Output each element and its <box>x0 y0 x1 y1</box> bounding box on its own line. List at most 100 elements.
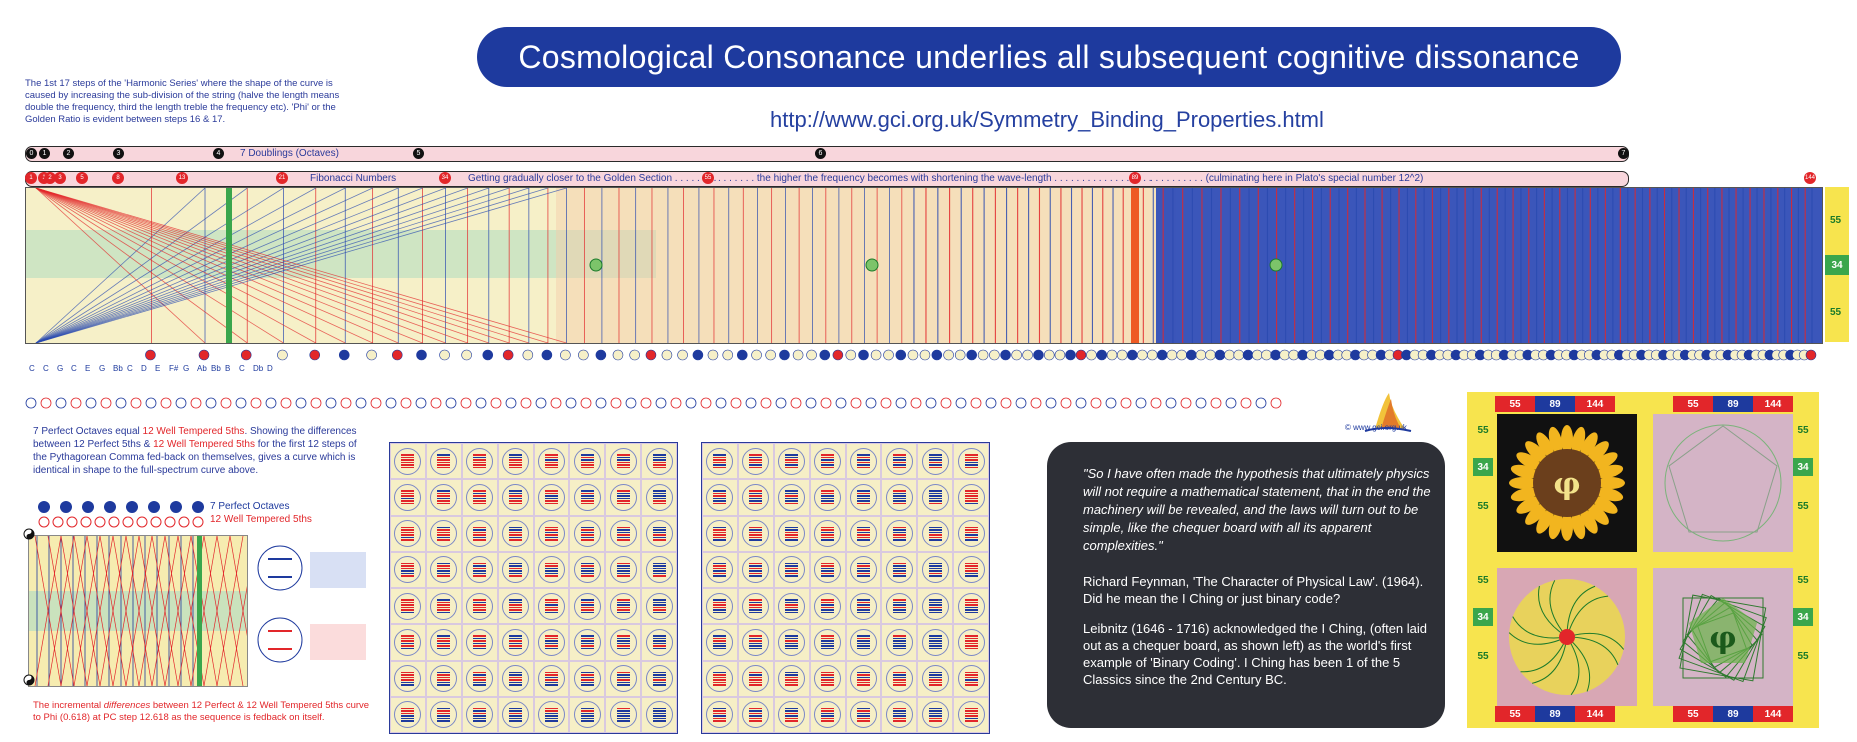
hexagram-icon <box>742 556 770 584</box>
hexagram-line <box>652 715 666 717</box>
comma-circle <box>1060 397 1072 409</box>
hexagram-line <box>749 599 763 601</box>
hexagram-line <box>473 567 487 570</box>
hexagram-line <box>437 495 451 497</box>
hexagram-line <box>856 531 870 534</box>
hexagram-line <box>964 712 978 715</box>
harmonic-curve <box>35 188 373 343</box>
note-label: Db <box>253 364 264 373</box>
hexagram-line <box>544 609 558 611</box>
frequency-label: . . . . . . . the higher the frequency b… <box>718 173 1152 184</box>
hexagram-line <box>509 637 523 640</box>
hexagram-line <box>616 642 630 645</box>
hexagram-line <box>964 495 978 497</box>
hexagram-line <box>749 459 763 461</box>
hexagram-line <box>856 536 870 539</box>
hexagram-line <box>821 531 835 534</box>
harmonic-spectrum-svg <box>26 188 1822 343</box>
hexagram-line <box>473 707 487 710</box>
hexagram-icon <box>706 628 734 656</box>
hexagram-cell <box>425 443 462 480</box>
pyth-text-4: 12 Well Tempered 5ths <box>153 439 255 450</box>
hexagram-line <box>785 454 799 456</box>
pythagorean-comma-chart <box>28 535 248 687</box>
mini-legend-fifths: 12 Well Tempered 5ths <box>210 514 312 525</box>
hexagram-line <box>580 720 594 722</box>
hexagram-line <box>437 674 451 676</box>
hexagram-icon <box>573 592 601 620</box>
hexagram-line <box>821 565 835 567</box>
hexagram-icon <box>502 447 530 475</box>
comma-circle <box>850 397 862 409</box>
hexagram-icon <box>609 556 637 584</box>
pyth-text-3: . Showing the differences between 12 Per… <box>33 426 357 450</box>
mini-fifth-marker <box>122 516 134 528</box>
hexagram-icon <box>957 556 985 584</box>
hexagram-line <box>401 572 415 575</box>
hexagram-line <box>821 707 835 710</box>
hexagram-line <box>401 567 415 570</box>
hexagram-cell <box>809 443 846 480</box>
hexagram-line <box>713 459 727 461</box>
mini-diagonal <box>203 536 231 686</box>
hexagram-line <box>580 456 594 459</box>
hexagram-line <box>749 456 763 459</box>
hexagram-line <box>928 601 942 604</box>
hexagram-line <box>652 635 666 637</box>
hexagram-line <box>473 599 487 601</box>
hexagram-line <box>713 640 727 642</box>
hexagram-cell <box>569 696 606 733</box>
mandala-side-number: 55 <box>1797 574 1809 586</box>
hexagram-line <box>473 497 487 500</box>
hexagram-line <box>509 671 523 674</box>
hexagram-line <box>401 712 415 715</box>
step-circle <box>722 349 734 361</box>
comma-circle <box>910 397 922 409</box>
hexagram-cell <box>390 660 426 697</box>
comma-circle <box>520 397 532 409</box>
hexagram-line <box>964 645 978 647</box>
hexagram-icon <box>849 483 877 511</box>
hexagram-line <box>509 454 523 456</box>
hexagram-line <box>437 529 451 531</box>
hexagram-line <box>616 635 630 637</box>
hexagram-line <box>785 567 799 570</box>
mandala-number: 89 <box>1535 706 1575 722</box>
hexagram-cell <box>533 479 570 516</box>
hexagram-line <box>928 676 942 679</box>
hexagram-line <box>821 534 835 536</box>
hexagram-line <box>713 461 727 464</box>
hexagram-cell <box>953 515 989 552</box>
sunflower-petal <box>1592 496 1618 514</box>
hexagram-line <box>616 526 630 529</box>
hexagram-line <box>473 534 487 536</box>
hexagram-cell <box>881 551 918 588</box>
hexagram-line <box>821 575 835 577</box>
hexagram-icon <box>466 665 494 693</box>
note-label: C <box>239 364 245 373</box>
hexagram-cell <box>390 443 426 480</box>
hexagram-cell <box>390 479 426 516</box>
hexagram-line <box>964 599 978 601</box>
hexagram-cell <box>497 443 534 480</box>
hexagram-line <box>652 611 666 614</box>
hexagram-icon <box>778 701 806 729</box>
hexagram-line <box>821 601 835 604</box>
hexagram-line <box>616 531 630 534</box>
source-url-link[interactable]: http://www.gci.org.uk/Symmetry_Binding_P… <box>770 107 1324 132</box>
hexagram-cell <box>605 624 642 661</box>
hexagram-line <box>580 611 594 614</box>
hexagram-line <box>473 671 487 674</box>
mini-diagonal <box>73 536 101 686</box>
hexagram-line <box>964 500 978 502</box>
step-circle <box>482 349 494 361</box>
hexagram-icon <box>537 628 565 656</box>
hexagram-line <box>928 611 942 614</box>
octave-marker: 4 <box>213 148 224 159</box>
hexagram-icon <box>849 520 877 548</box>
step-circle <box>1065 349 1076 361</box>
hexagram-line <box>616 529 630 531</box>
hexagram-cell <box>845 660 882 697</box>
hexagram-line <box>892 681 906 684</box>
hexagram-line <box>892 526 906 529</box>
